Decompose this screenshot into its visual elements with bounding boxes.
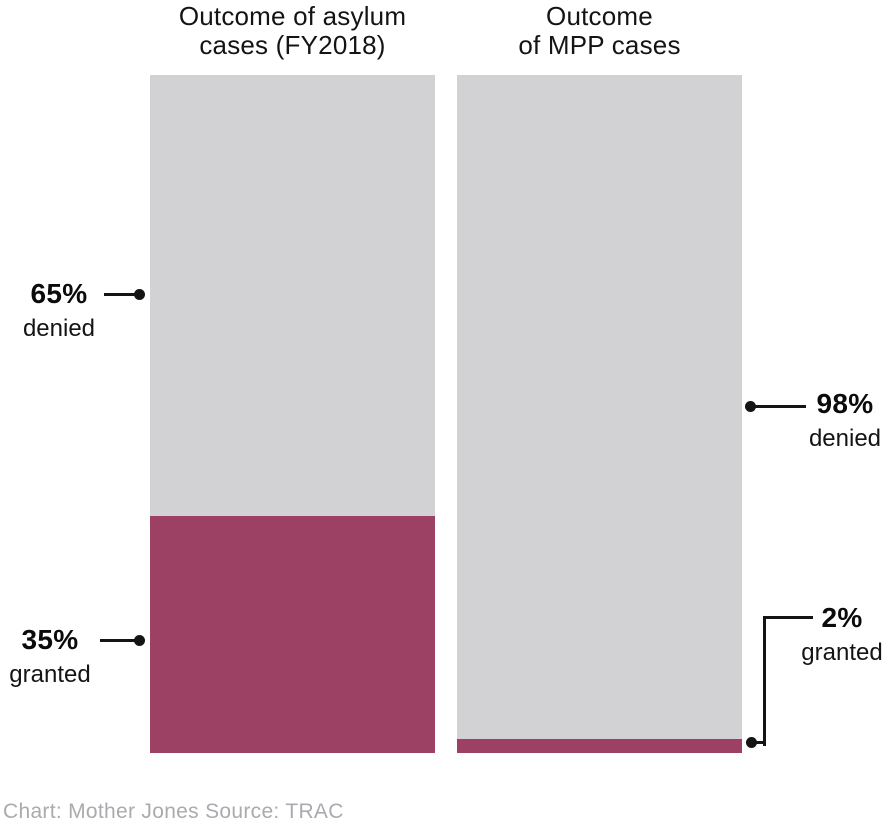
mpp-granted-label: 2% granted xyxy=(792,604,892,665)
mpp-granted-segment xyxy=(457,739,742,753)
asylum-column-title: Outcome of asylum cases (FY2018) xyxy=(150,2,435,60)
asylum-granted-percent: 35% xyxy=(21,624,79,655)
mpp-granted-connector-vertical-line xyxy=(763,616,766,746)
asylum-denied-word: denied xyxy=(22,315,96,342)
asylum-denied-percent: 65% xyxy=(30,278,88,309)
mpp-denied-label: 98% denied xyxy=(799,390,891,451)
mpp-title-line-2: of MPP cases xyxy=(518,30,681,60)
asylum-bar xyxy=(150,75,435,753)
asylum-granted-connector-line xyxy=(100,639,135,642)
asylum-denied-segment xyxy=(150,75,435,516)
mpp-granted-connector-top-line xyxy=(763,616,813,619)
mpp-denied-percent: 98% xyxy=(816,388,874,419)
asylum-title-line-1: Outcome of asylum xyxy=(178,1,407,31)
asylum-granted-connector-dot xyxy=(134,635,145,646)
mpp-title-line-1: Outcome xyxy=(546,1,653,31)
mpp-bar xyxy=(457,75,742,753)
asylum-granted-label: 35% granted xyxy=(0,626,100,687)
mpp-column-title: Outcome of MPP cases xyxy=(457,2,742,60)
mpp-granted-word: granted xyxy=(801,639,883,666)
mpp-denied-segment xyxy=(457,75,742,740)
asylum-denied-connector-dot xyxy=(134,289,145,300)
asylum-denied-label: 65% denied xyxy=(9,280,109,341)
mpp-granted-connector-stub-line xyxy=(751,741,763,744)
mpp-denied-connector-dot xyxy=(745,401,756,412)
mpp-denied-word: denied xyxy=(808,425,882,452)
chart-credit: Chart: Mother Jones xyxy=(3,800,199,823)
mpp-granted-connector-dot xyxy=(746,737,757,748)
asylum-granted-segment xyxy=(150,515,435,753)
source-credit: Source: TRAC xyxy=(205,800,344,823)
asylum-granted-word: granted xyxy=(9,661,91,688)
asylum-title-line-2: cases (FY2018) xyxy=(199,30,386,60)
footer-credits: Chart: Mother Jones Source: TRAC xyxy=(3,800,344,824)
asylum-denied-connector-line xyxy=(104,293,135,296)
mpp-granted-percent: 2% xyxy=(821,602,863,633)
mpp-denied-connector-line xyxy=(755,405,806,408)
